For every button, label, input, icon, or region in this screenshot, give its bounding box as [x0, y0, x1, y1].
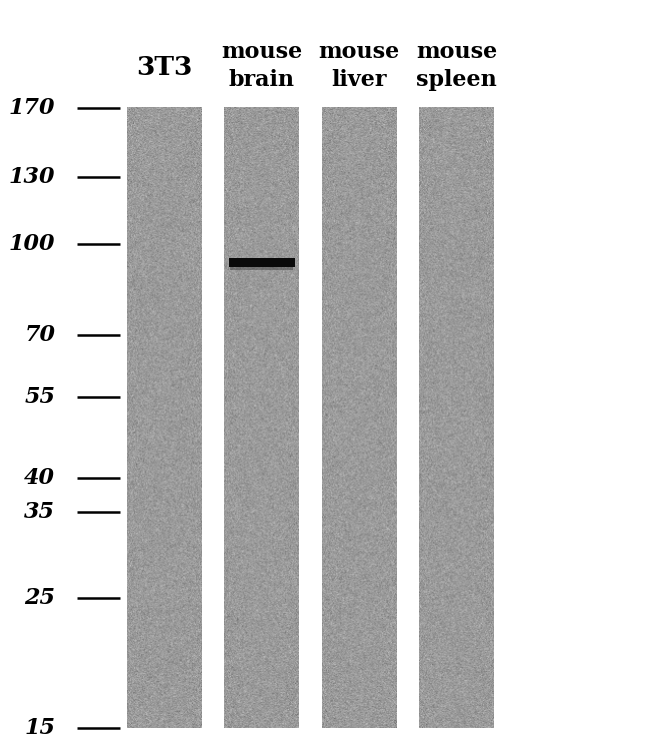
Text: 3T3: 3T3: [136, 55, 192, 80]
Text: mouse: mouse: [318, 41, 400, 63]
Text: 15: 15: [24, 717, 55, 740]
Text: 40: 40: [24, 467, 55, 489]
Text: spleen: spleen: [416, 69, 497, 91]
Text: liver: liver: [332, 69, 387, 91]
Text: 55: 55: [24, 385, 55, 408]
Text: 100: 100: [8, 233, 55, 255]
Text: 130: 130: [8, 166, 55, 187]
Text: mouse: mouse: [221, 41, 302, 63]
Text: 170: 170: [8, 97, 55, 120]
Bar: [229, 258, 294, 267]
Text: brain: brain: [229, 69, 294, 91]
Bar: [230, 265, 293, 270]
Text: mouse: mouse: [416, 41, 497, 63]
Text: 25: 25: [24, 587, 55, 609]
Text: 35: 35: [24, 501, 55, 523]
Text: 70: 70: [24, 324, 55, 346]
